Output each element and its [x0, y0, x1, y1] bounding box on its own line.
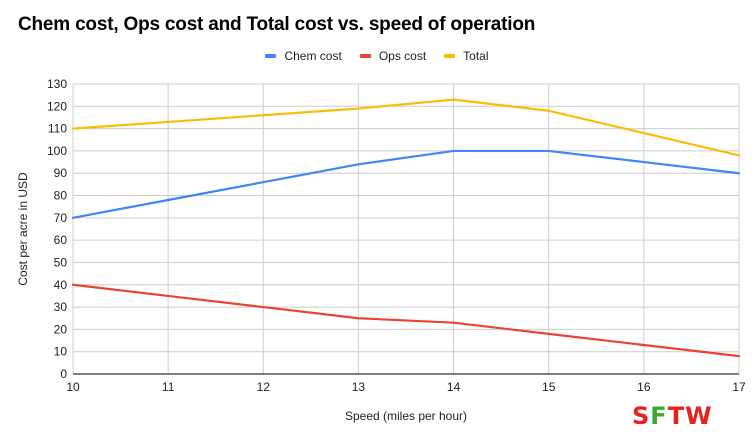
- chart-title: Chem cost, Ops cost and Total cost vs. s…: [18, 14, 536, 35]
- legend-item-ops-cost[interactable]: Ops cost: [359, 49, 427, 63]
- y-tick-label: 20: [54, 322, 68, 336]
- x-axis-title: Speed (miles per hour): [345, 409, 467, 423]
- x-axis-ticks: 10 11 12 13 14 15 16 17: [66, 380, 746, 394]
- x-tick-label: 13: [352, 380, 366, 394]
- series-line-chem-cost[interactable]: [71, 149, 741, 219]
- legend-swatch-ops-cost: [359, 54, 371, 58]
- y-axis-ticks: 0 10 20 30 40 50 60 70 80 90 100 110 120 130: [47, 77, 67, 381]
- sftw-logo: SFTW: [632, 402, 713, 430]
- legend: Chem cost Ops cost Total: [0, 49, 754, 63]
- y-axis-title: Cost per acre in USD: [16, 172, 30, 286]
- legend-label-chem-cost: Chem cost: [284, 49, 342, 63]
- y-tick-label: 110: [48, 122, 67, 136]
- legend-label-total: Total: [463, 49, 489, 63]
- x-tick-label: 17: [732, 380, 746, 394]
- series-line-ops-cost[interactable]: [71, 283, 741, 358]
- legend-swatch-chem-cost: [265, 54, 277, 58]
- gridlines: [72, 83, 740, 374]
- y-tick-label: 30: [54, 300, 68, 314]
- legend-label-ops-cost: Ops cost: [378, 49, 427, 63]
- x-tick-label: 14: [447, 380, 461, 394]
- legend-swatch-total: [444, 54, 456, 58]
- y-tick-label: 60: [54, 233, 68, 247]
- x-tick-label: 10: [66, 380, 80, 394]
- x-tick-label: 15: [542, 380, 556, 394]
- logo-s: S: [632, 402, 651, 430]
- x-tick-label: 11: [162, 380, 175, 394]
- logo-f: F: [650, 402, 668, 430]
- y-tick-label: 40: [54, 278, 68, 292]
- y-tick-label: 50: [54, 255, 68, 269]
- x-tick-label: 12: [257, 380, 271, 394]
- y-tick-label: 10: [54, 345, 68, 359]
- y-tick-label: 130: [47, 77, 67, 91]
- y-tick-label: 70: [54, 211, 68, 225]
- x-tick-label: 16: [637, 380, 651, 394]
- legend-item-chem-cost[interactable]: Chem cost: [265, 49, 342, 63]
- legend-item-total[interactable]: Total: [444, 49, 489, 63]
- y-tick-label: 90: [54, 166, 68, 180]
- series-line-total[interactable]: [71, 98, 741, 157]
- y-tick-label: 120: [47, 99, 67, 113]
- y-tick-label: 0: [60, 367, 67, 381]
- series-lines: [71, 98, 741, 358]
- y-tick-label: 80: [54, 189, 68, 203]
- y-tick-label: 100: [47, 144, 67, 158]
- logo-tw: TW: [667, 402, 713, 430]
